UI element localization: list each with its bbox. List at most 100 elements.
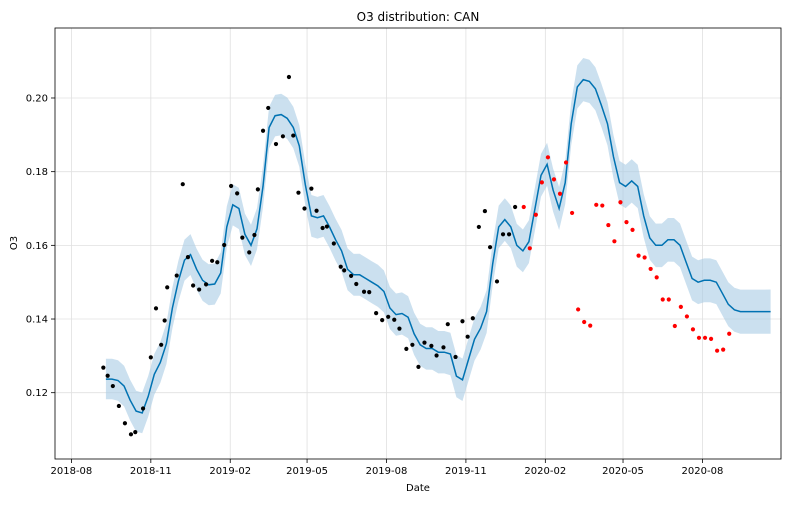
actual-point [133,430,138,435]
actual-point [180,182,185,187]
actual-point [101,365,106,370]
actual-point [222,242,227,248]
plot-frame [54,27,782,460]
test-point [648,266,653,272]
actual-point [197,287,202,292]
y-axis-label: O3 [9,236,20,250]
actual-point [404,346,409,351]
test-point [654,275,659,280]
test-point [551,177,557,182]
actual-point [392,317,397,322]
actual-point [416,364,421,370]
actual-point [122,421,128,426]
test-point [612,239,617,244]
actual-point [128,432,134,437]
actual-point [105,373,110,378]
actual-point [465,334,470,339]
test-point [642,255,647,260]
x-tick-label: 2018-08 [51,466,93,477]
x-tick-label: 2018-11 [130,466,172,477]
actual-point [309,186,314,191]
actual-point [434,353,439,358]
uncertainty-band [105,58,771,434]
x-tick-label: 2019-11 [445,466,487,477]
actual-point [422,340,427,345]
x-axis-label: Date [406,483,430,494]
forecast-line-layer [105,78,771,414]
actual-point [162,318,167,323]
actual-point [159,342,164,347]
test-point [666,297,671,302]
actual-point [153,306,159,311]
actual-point [148,355,153,360]
actual-point [320,225,325,231]
test-point [636,253,641,258]
actual-point [260,128,266,133]
test-point [672,323,677,329]
x-axis-ticks: 2018-08 2018-11 2019-02 2019-05 2019-08 2019-… [51,459,724,477]
y-tick-label: 0.12 [26,388,48,399]
actual-point [255,187,260,192]
actual-point [487,245,493,250]
test-point [702,335,708,340]
y-tick-label: 0.18 [26,167,48,178]
x-tick-label: 2019-05 [286,466,328,477]
actual-point [367,290,372,295]
actual-point [506,232,512,237]
actual-point [215,260,220,265]
y-tick-label: 0.14 [26,315,48,326]
actual-point [291,133,296,138]
test-point [630,227,635,232]
actual-point [229,183,234,189]
actual-point [380,318,385,323]
actual-point [110,383,115,389]
actual-point [460,319,465,324]
test-point [727,331,732,336]
actual-point [331,241,336,246]
actual-point [280,134,286,139]
test-point [539,180,544,185]
x-tick-label: 2020-05 [602,466,644,477]
actual-point [314,208,319,213]
test-point [660,297,665,302]
actual-point [429,343,434,349]
y-axis-ticks: 0.12 0.14 0.16 0.18 0.20 [26,93,55,399]
chart-title: O3 distribution: CAN [357,10,480,24]
test-point [690,327,696,332]
actual-point [210,258,215,263]
actual-point [338,264,343,269]
actual-point [453,354,458,360]
test-point [533,212,538,217]
y-tick-label: 0.16 [26,241,48,252]
actual-point [203,282,209,287]
test-point [708,336,714,342]
actual-point [410,342,415,347]
test-point [600,203,605,208]
test-point [594,202,599,207]
test-point [624,220,629,225]
actual-point [386,314,391,319]
actual-point [476,224,481,230]
actual-point [361,289,367,294]
test-point [678,304,683,309]
test-point [545,155,551,160]
forecast-line [105,78,771,414]
actual-point [494,279,500,284]
x-tick-label: 2020-02 [524,466,566,477]
actual-point [235,191,240,196]
uncertainty-band-layer [105,58,771,434]
actual-point [140,406,146,411]
actual-point [247,250,252,255]
test-point [576,307,581,312]
data-points-layer [101,74,732,437]
test-point [715,348,720,353]
grid-lines [55,28,781,459]
actual-point [354,281,359,287]
actual-point [165,285,170,290]
test-point [527,246,532,251]
test-point [557,191,563,196]
actual-point [191,283,196,288]
x-tick-label: 2020-08 [682,466,724,477]
